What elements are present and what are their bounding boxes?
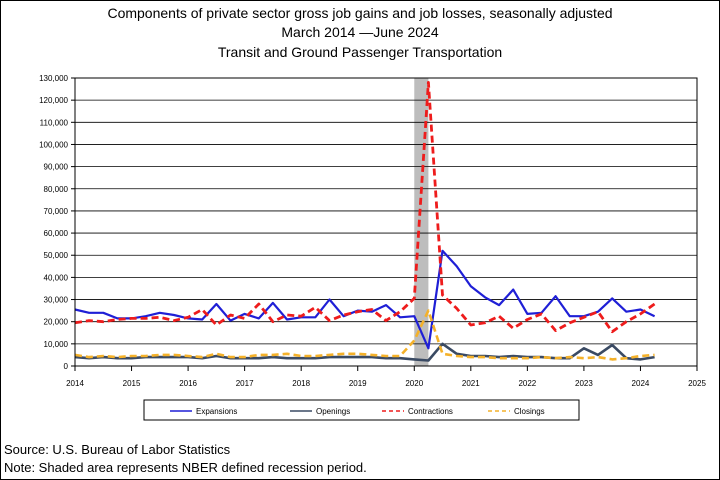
chart-subtitle: March 2014 —June 2024 <box>281 24 439 40</box>
source-note: Source: U.S. Bureau of Labor Statistics <box>4 442 231 457</box>
x-tick-label: 2025 <box>688 379 706 388</box>
y-tick-label: 120,000 <box>39 96 68 105</box>
chart-title: Components of private sector gross job g… <box>107 5 613 21</box>
plot-area <box>75 78 697 366</box>
x-tick-label: 2016 <box>179 379 197 388</box>
recession-note: Note: Shaded area represents NBER define… <box>4 460 367 475</box>
y-tick-label: 110,000 <box>40 118 69 127</box>
y-tick-label: 50,000 <box>44 251 69 260</box>
y-tick-label: 90,000 <box>44 163 69 172</box>
series-layer <box>74 81 656 362</box>
plot-border <box>74 77 698 367</box>
legend: Expansions Openings Contractions Closings <box>143 399 580 421</box>
recession-shading-layer <box>414 78 429 366</box>
y-tick-label: 40,000 <box>44 273 69 282</box>
y-tick-label: 0 <box>64 362 69 371</box>
x-tick-label: 2020 <box>405 379 423 388</box>
x-tick-label: 2022 <box>518 379 536 388</box>
x-tick-label: 2018 <box>292 379 310 388</box>
legend-box <box>143 399 580 421</box>
series-line-expansions <box>74 249 656 350</box>
line-chart: 0 10,000 20,000 30,000 40,000 50,000 60,000 70,… <box>39 74 706 421</box>
plot-background <box>75 78 697 366</box>
y-tick-label: 60,000 <box>44 229 69 238</box>
y-tick-label: 10,000 <box>44 340 69 349</box>
x-tick-label: 2021 <box>462 379 480 388</box>
x-tick-label: 2014 <box>66 379 84 388</box>
x-tick-label: 2019 <box>349 379 367 388</box>
x-tick-label: 2017 <box>236 379 254 388</box>
x-tick-label: 2023 <box>575 379 593 388</box>
legend-label-openings: Openings <box>316 407 350 416</box>
legend-label-closings: Closings <box>514 407 545 416</box>
axis-layer: 0 10,000 20,000 30,000 40,000 50,000 60,000 70,… <box>39 74 706 388</box>
y-tick-label: 80,000 <box>44 185 69 194</box>
y-tick-label: 100,000 <box>39 140 68 149</box>
y-tick-label: 70,000 <box>44 207 69 216</box>
legend-label-expansions: Expansions <box>196 407 237 416</box>
grid-layer <box>75 77 697 345</box>
y-tick-label: 20,000 <box>44 318 69 327</box>
x-tick-label: 2015 <box>123 379 141 388</box>
legend-label-contractions: Contractions <box>408 407 453 416</box>
chart-subtitle-industry: Transit and Ground Passenger Transportat… <box>217 44 503 60</box>
y-tick-label: 130,000 <box>39 74 68 83</box>
recession-shade <box>414 78 429 366</box>
series-line-closings <box>74 309 655 361</box>
y-tick-label: 30,000 <box>44 296 69 305</box>
x-tick-label: 2024 <box>632 379 650 388</box>
